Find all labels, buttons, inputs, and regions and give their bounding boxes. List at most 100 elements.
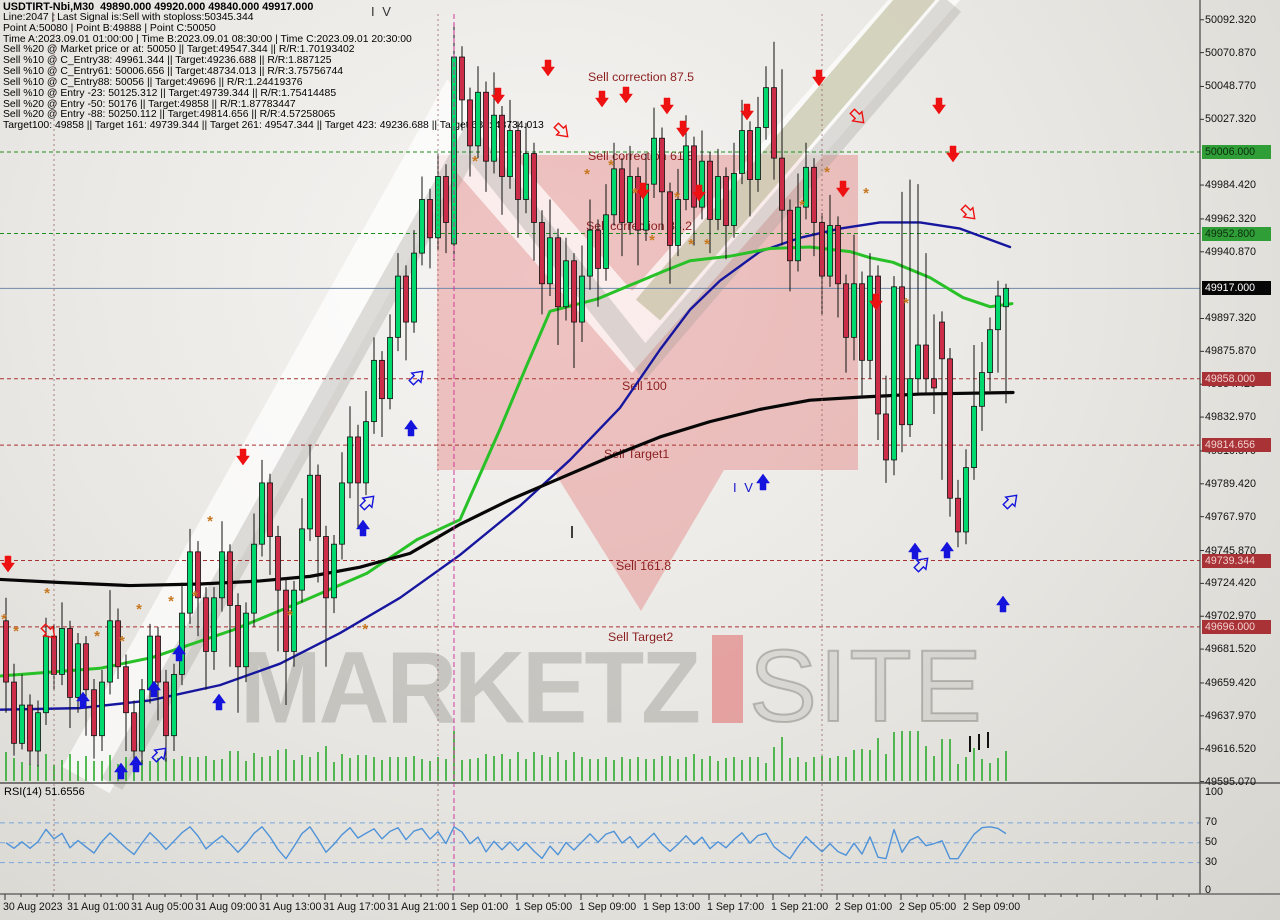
candle-bear <box>531 153 537 223</box>
candle-bull <box>299 528 305 591</box>
candle-bull <box>803 166 809 208</box>
candle-bear <box>771 87 777 159</box>
down-arrow-icon <box>636 182 650 200</box>
asterisk-marker-icon: * <box>704 236 710 253</box>
candle-bear <box>227 551 233 606</box>
candle-bear <box>819 222 825 277</box>
candle-bear <box>811 166 817 223</box>
asterisk-marker-icon: * <box>287 607 293 624</box>
candle-bull <box>851 283 857 338</box>
time-axis-label: 31 Aug 13:00 <box>259 901 322 913</box>
candle-bear <box>355 436 361 484</box>
price-axis-label: 49832.970 <box>1205 411 1257 424</box>
candle-bull <box>259 482 265 545</box>
candle-bull <box>187 551 193 614</box>
candle-bull <box>987 329 993 374</box>
candle-bull <box>75 643 81 698</box>
hollow-down-arrow-icon <box>849 108 865 124</box>
candle-bull <box>715 176 721 220</box>
time-axis-label: 1 Sep 09:00 <box>579 901 637 913</box>
candle-bear <box>123 666 129 714</box>
down-arrow-icon <box>836 180 850 198</box>
candle-bear <box>403 275 409 323</box>
candle-bull <box>995 295 1001 331</box>
up-arrow-icon <box>404 419 418 437</box>
candle-bull <box>35 712 41 752</box>
hollow-down-arrow-icon <box>960 204 976 220</box>
candle-bear <box>195 551 201 599</box>
candle-bull <box>755 127 761 180</box>
down-arrow-icon <box>812 69 826 87</box>
hollow-up-arrow-icon <box>359 495 375 511</box>
time-axis-label: 31 Aug 17:00 <box>323 901 386 913</box>
asterisk-marker-icon: * <box>799 197 805 214</box>
up-arrow-icon <box>212 693 226 711</box>
hollow-down-arrow-icon <box>553 122 569 138</box>
candles <box>3 23 1009 768</box>
down-arrow-icon <box>740 103 754 121</box>
candle-bear <box>323 536 329 599</box>
candle-bear <box>267 482 273 537</box>
candle-bull <box>699 160 705 208</box>
candle-bull <box>563 260 569 308</box>
asterisk-marker-icon: * <box>362 621 368 638</box>
down-arrow-icon <box>946 145 960 163</box>
asterisk-marker-icon: * <box>192 588 198 605</box>
price-axis-label: 49595.070 <box>1205 775 1257 788</box>
candle-bull <box>867 275 873 361</box>
candle-bull <box>179 612 185 675</box>
up-arrow-icon <box>129 755 143 773</box>
hollow-up-arrow-icon <box>151 747 167 763</box>
candle-bear <box>779 157 785 211</box>
fibo-annotation: Sell correction 38.2 <box>586 219 693 233</box>
down-arrow-icon <box>619 86 633 104</box>
signal-info-line: Target100: 49858 || Target 161: 49739.34… <box>3 120 544 132</box>
candle-bull <box>19 704 25 744</box>
signal-info-block: USDTIRT-Nbi,M30 49890.000 49920.000 4984… <box>3 2 544 132</box>
candle-bull <box>331 543 337 599</box>
asterisk-marker-icon: * <box>824 164 830 181</box>
price-axis-label: 49659.420 <box>1205 676 1257 689</box>
hollow-up-arrow-icon <box>913 557 929 573</box>
price-axis-label: 50070.870 <box>1205 46 1257 59</box>
fibo-annotation: Sell Target1 <box>604 447 670 461</box>
price-axis-label: 50092.320 <box>1205 13 1257 26</box>
asterisk-marker-icon: * <box>136 601 142 618</box>
up-arrow-icon <box>996 595 1010 613</box>
ma-black-layer <box>0 390 1015 588</box>
down-arrow-icon <box>692 184 706 202</box>
candle-bear <box>595 229 601 269</box>
candle-bear <box>939 321 945 360</box>
brand-watermark-bold: MARKETZ <box>240 629 701 745</box>
rsi-indicator-label: RSI(14) 51.6556 <box>4 786 85 798</box>
candle-bear <box>659 137 665 193</box>
up-arrow-icon <box>147 680 161 698</box>
price-axis-label: 50048.770 <box>1205 80 1257 93</box>
price-level-badge: 49814.656 <box>1202 438 1271 453</box>
candle-bull <box>763 87 769 128</box>
asterisk-marker-icon: * <box>632 185 638 202</box>
candle-bull <box>547 237 553 285</box>
candle-bear <box>787 209 793 262</box>
candle-bull <box>1003 287 1009 308</box>
time-axis-label: 31 Aug 05:00 <box>131 901 194 913</box>
candle-bear <box>555 237 561 308</box>
price-axis-label: 50027.320 <box>1205 113 1257 126</box>
ma-blue <box>0 221 1012 711</box>
price-axis-label: 49897.320 <box>1205 312 1257 325</box>
candle-bull <box>579 275 585 323</box>
candle-bull <box>107 620 113 683</box>
candle-bear <box>283 589 289 652</box>
candle-bear <box>155 635 161 683</box>
down-arrow-icon <box>660 97 674 115</box>
rsi-line <box>5 826 1007 860</box>
price-level-badge: 49917.000 <box>1202 281 1271 296</box>
candle-bear <box>51 635 57 675</box>
candle-bear <box>859 283 865 361</box>
asterisk-marker-icon: * <box>44 585 50 602</box>
candle-bear <box>955 497 961 533</box>
asterisk-marker-icon: * <box>688 236 694 253</box>
time-axis-label: 31 Aug 09:00 <box>195 901 258 913</box>
time-axis-label: 1 Sep 01:00 <box>451 901 509 913</box>
